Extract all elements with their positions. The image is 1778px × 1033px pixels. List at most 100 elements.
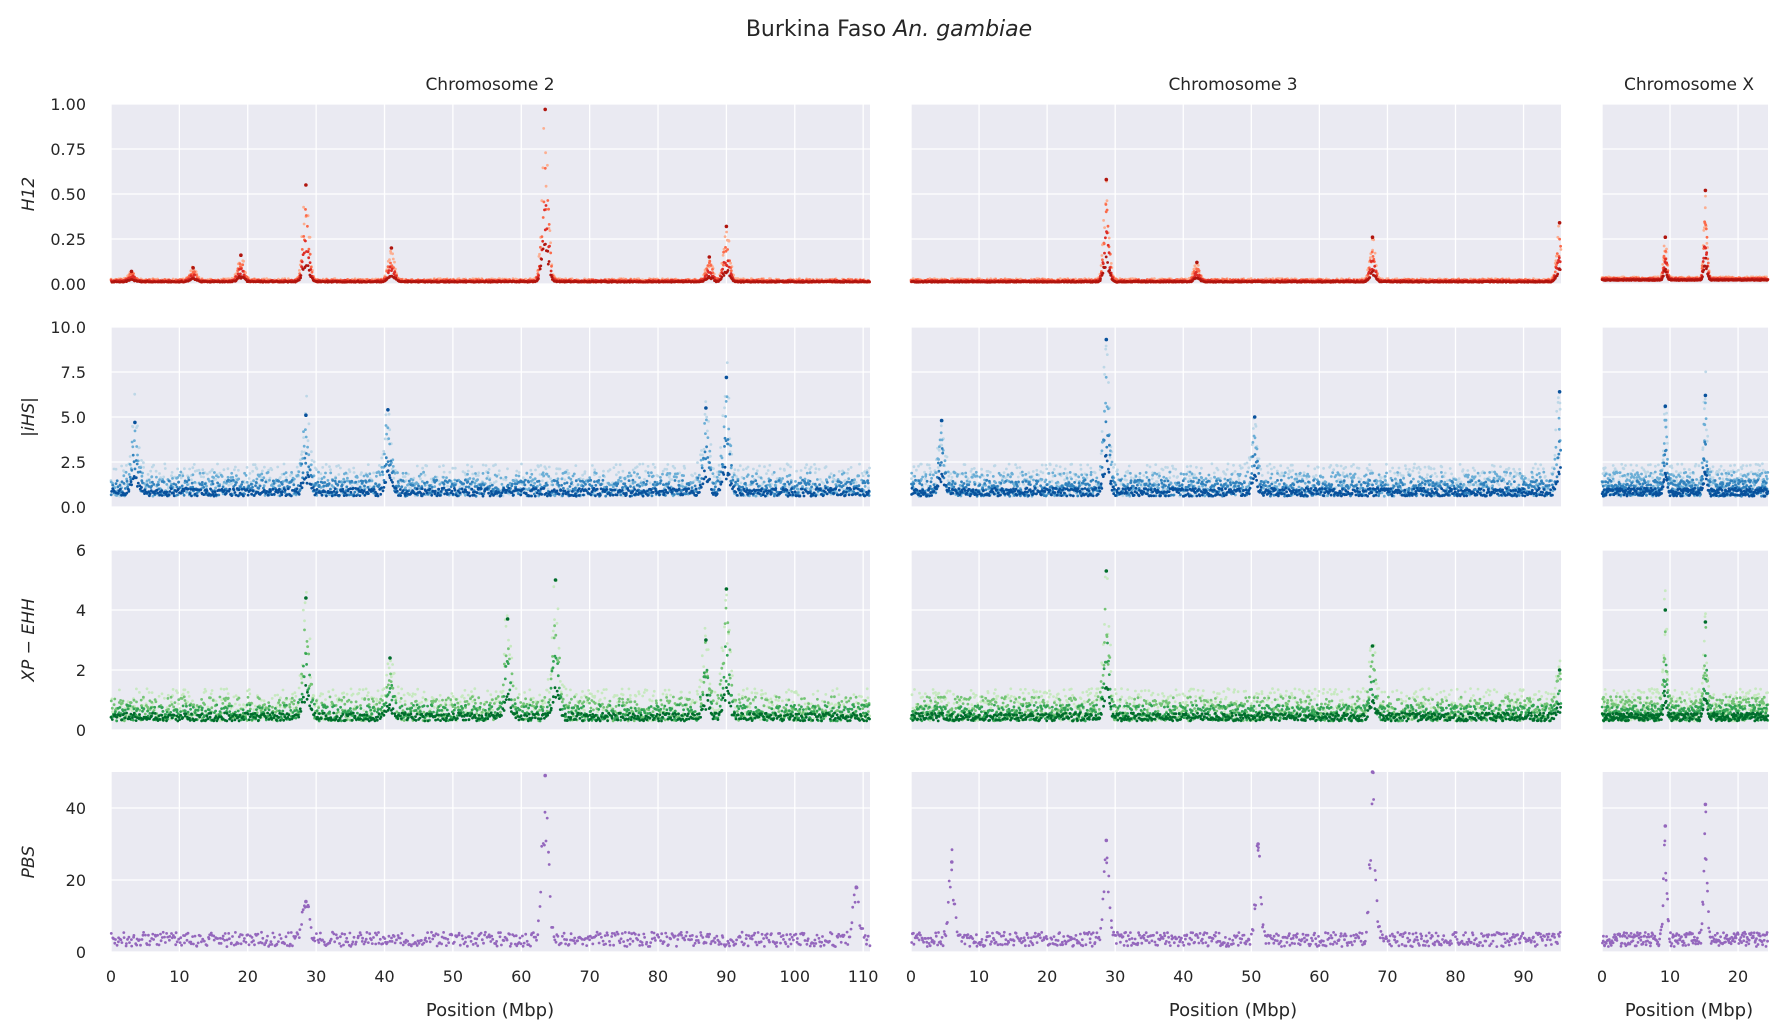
data-point [1102,242,1106,246]
data-point [1555,254,1558,258]
data-point [722,247,726,251]
data-point [722,274,726,277]
data-point [304,208,307,211]
column-title-chromosome-3: Chromosome 3 [1168,75,1297,95]
data-point [1557,224,1560,228]
data-point [1107,236,1111,240]
data-point [541,166,545,170]
data-point [391,257,395,261]
data-point [387,269,391,272]
data-point [709,272,713,275]
data-point [1558,237,1561,241]
data-point [550,264,553,268]
data-point [309,265,313,269]
data-point [1106,224,1110,228]
data-point [711,276,715,280]
data-point [540,235,544,239]
data-point [1107,251,1111,255]
data-point [307,268,311,272]
peak-point [191,266,195,270]
y-axis-label: H12 [19,177,39,211]
data-point [238,262,242,266]
data-point [537,255,541,258]
data-point [304,239,307,243]
data-point [547,260,551,263]
data-point [1100,254,1104,257]
data-point [306,250,310,254]
data-point [1196,264,1200,267]
data-point [193,273,197,277]
data-point [727,265,731,269]
data-point [868,280,871,284]
data-point [1194,271,1198,274]
data-point [544,242,547,246]
data-point [726,259,730,263]
data-point [546,163,549,167]
data-point [241,269,245,273]
data-point [540,257,543,261]
data-point [306,224,309,228]
data-point [1197,269,1201,273]
data-point [1370,250,1374,254]
data-point [310,270,314,274]
data-point [1108,266,1112,270]
data-point [537,277,540,281]
data-point [1374,270,1378,274]
data-point [546,199,550,202]
data-point [298,269,301,272]
data-point [1555,252,1559,256]
data-point [546,249,550,253]
data-point [307,256,311,260]
peak-point [707,255,712,259]
data-point [1106,243,1110,247]
y-tick-label: 0.75 [50,140,86,159]
data-point [391,252,394,256]
data-point [706,264,710,267]
data-point [1101,262,1105,265]
data-point [302,222,306,226]
data-point [308,252,312,256]
data-point [724,246,727,249]
data-point [1099,264,1103,267]
data-point [389,261,392,265]
data-point [306,264,310,267]
data-point [537,274,540,277]
data-point [300,248,304,251]
data-point [1104,236,1107,240]
y-tick-label: 0.00 [50,275,86,294]
data-point [1371,255,1375,258]
data-point [541,239,545,243]
data-point [711,268,714,271]
data-point [727,239,731,243]
data-point [541,216,545,219]
data-point [239,267,243,271]
data-point [1101,258,1104,262]
data-point [548,229,552,233]
data-point [299,276,302,280]
data-point [1373,264,1377,268]
data-point [1371,259,1375,263]
data-point [242,259,246,263]
data-point [388,258,391,262]
data-point [725,230,728,234]
figure-title: Burkina Faso An. gambiae [746,17,1032,42]
data-point [1103,226,1106,230]
data-point [539,245,542,249]
data-point [540,199,544,203]
data-point [133,275,136,279]
data-point [736,277,740,280]
data-point [550,275,554,279]
column-title-chromosome-x: Chromosome X [1624,75,1754,95]
peak-point [724,224,729,229]
data-point [1559,248,1563,251]
data-point [1373,251,1377,255]
data-point [544,184,548,188]
data-point [542,200,546,204]
peak-point [543,107,547,112]
data-point [1102,219,1105,222]
data-point [720,261,724,265]
data-point [544,204,548,207]
data-point [708,259,712,263]
data-point [1558,260,1562,264]
data-point [545,227,549,231]
